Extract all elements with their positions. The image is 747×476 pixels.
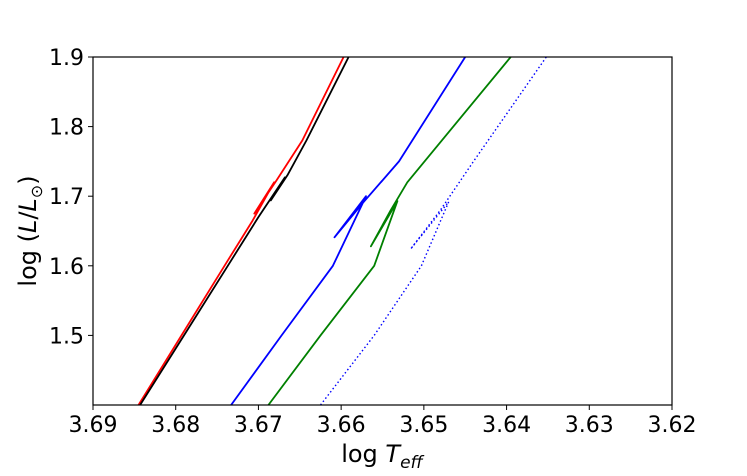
series-layer (137, 57, 547, 405)
plot-frame (92, 56, 673, 406)
x-axis: 3.69 3.68 3.67 3.66 3.65 3.64 3.63 3.62 (69, 405, 697, 438)
x-tick-label: 3.66 (317, 413, 366, 438)
y-tick-label: 1.9 (49, 46, 84, 71)
x-tick-label: 3.67 (234, 413, 283, 438)
y-tick-label: 1.8 (49, 116, 84, 141)
y-tick-label: 1.6 (49, 255, 84, 280)
x-tick-label: 3.69 (69, 413, 118, 438)
x-tick-label: 3.65 (399, 413, 448, 438)
y-axis-label: log (L/L⊙) (14, 175, 46, 286)
x-axis-label: log Teff (341, 440, 424, 473)
y-tick-label: 1.5 (49, 324, 84, 349)
x-tick-label: 3.64 (482, 413, 531, 438)
y-axis: 1.5 1.6 1.7 1.8 1.9 (49, 46, 93, 349)
series-line-5 (319, 57, 547, 405)
x-tick-label: 3.62 (648, 413, 697, 438)
series-line-1 (137, 57, 345, 405)
x-tick-label: 3.68 (151, 413, 200, 438)
series-line-2 (139, 57, 350, 405)
series-line-4 (267, 57, 512, 405)
series-line-3 (230, 57, 466, 405)
y-tick-label: 1.7 (49, 185, 84, 210)
x-tick-label: 3.63 (565, 413, 614, 438)
